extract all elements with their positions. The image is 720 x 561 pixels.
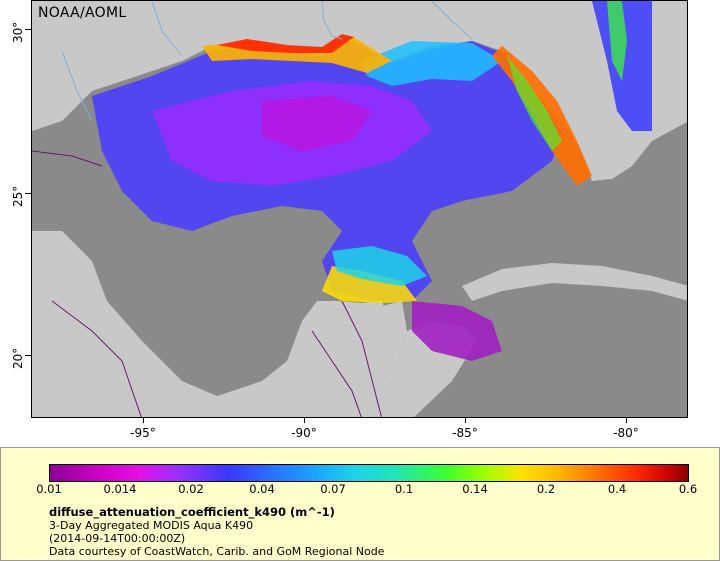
lat-label-25: 25° bbox=[11, 185, 25, 207]
colorbar-tick: 0.02 bbox=[178, 482, 204, 496]
lon-label-85: -85° bbox=[452, 426, 478, 440]
colorbar-tick: 0.4 bbox=[607, 482, 627, 496]
variable-name: diffuse_attenuation_coefficient_k490 (m^… bbox=[49, 505, 335, 519]
data-attribution: Data courtesy of CoastWatch, Carib. and … bbox=[49, 545, 385, 558]
dataset-time: (2014-09-14T00:00:00Z) bbox=[49, 532, 186, 545]
data-deep-purple bbox=[262, 96, 372, 151]
border-yucatan bbox=[341, 300, 383, 417]
colorbar-tick: 0.01 bbox=[36, 482, 62, 496]
lon-tick-80 bbox=[626, 418, 627, 423]
data-west-florida-inner bbox=[507, 56, 562, 151]
data-cyan-plume bbox=[362, 41, 502, 86]
legend-panel: 0.01 0.014 0.02 0.04 0.07 0.1 0.14 0.2 0… bbox=[0, 447, 720, 561]
lat-tick-25 bbox=[25, 193, 31, 194]
lon-label-80: -80° bbox=[613, 426, 639, 440]
lon-label-90: -90° bbox=[291, 426, 317, 440]
k490-map bbox=[32, 1, 687, 417]
colorbar-tick: 0.014 bbox=[103, 482, 137, 496]
border-mexico-state bbox=[51, 300, 142, 417]
colorbar-tick: 0.1 bbox=[394, 482, 414, 496]
river-2 bbox=[431, 1, 473, 40]
data-coastal-red bbox=[217, 34, 354, 53]
river-mississippi bbox=[321, 1, 343, 40]
river-1 bbox=[151, 1, 183, 57]
data-yucatan-channel bbox=[332, 246, 427, 286]
map-area[interactable]: NOAA/AOML bbox=[31, 0, 688, 418]
colorbar-tick: 0.6 bbox=[678, 482, 698, 496]
lat-label-20: 20° bbox=[11, 347, 25, 369]
lat-tick-20 bbox=[25, 355, 31, 356]
map-credit: NOAA/AOML bbox=[38, 5, 127, 21]
lon-label-95: -95° bbox=[130, 426, 156, 440]
land-us bbox=[32, 1, 687, 181]
lon-tick-85 bbox=[465, 418, 466, 423]
lon-tick-90 bbox=[304, 418, 305, 423]
data-atlantic-coast bbox=[607, 1, 627, 81]
data-caribbean-purple bbox=[412, 301, 502, 361]
data-campeche bbox=[322, 266, 417, 303]
lon-tick-95 bbox=[143, 418, 144, 423]
land-yucatan bbox=[302, 301, 392, 371]
colorbar-tick: 0.07 bbox=[320, 482, 346, 496]
lat-label-30: 30° bbox=[11, 21, 25, 43]
colorbar-tick: 0.04 bbox=[249, 482, 275, 496]
dataset-description: 3-Day Aggregated MODIS Aqua K490 bbox=[49, 519, 254, 532]
colorbar-tick: 0.2 bbox=[536, 482, 556, 496]
land-cuba bbox=[462, 263, 687, 301]
river-3 bbox=[61, 50, 93, 122]
colorbar-tick: 0.14 bbox=[462, 482, 488, 496]
colorbar bbox=[49, 464, 689, 482]
border-central-america bbox=[311, 330, 362, 417]
border-us-mexico bbox=[32, 150, 103, 167]
lat-tick-30 bbox=[25, 29, 31, 30]
